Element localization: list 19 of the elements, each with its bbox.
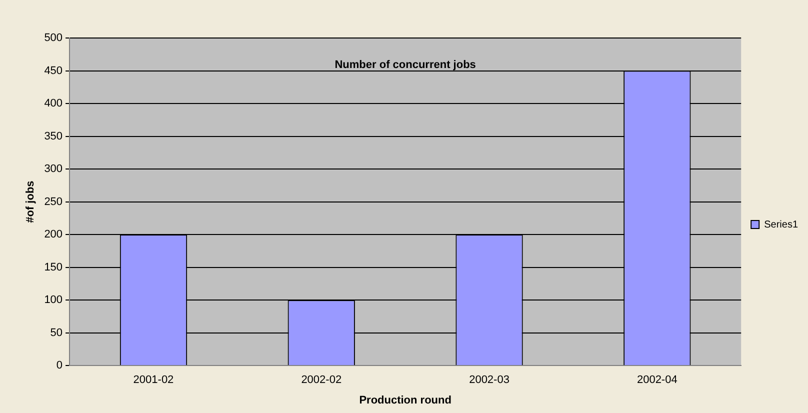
text: Number of concurrent jobs — [334, 59, 476, 72]
y-axis-title: #of jobs — [24, 180, 37, 223]
y-tick-label: 200 — [44, 228, 63, 241]
x-tick-label: 2002-04 — [636, 374, 678, 386]
y-tick-label: 0 — [56, 360, 63, 372]
y-tick-label: 450 — [44, 64, 63, 77]
y-tick-label: 250 — [44, 196, 63, 208]
x-tick-label: 2002-02 — [301, 374, 342, 386]
y-tick-label: 500 — [44, 32, 63, 44]
legend-label: Series1 — [764, 219, 798, 230]
y-tick-label: 150 — [44, 261, 63, 274]
y-tick-label: 350 — [44, 130, 63, 142]
y-tick-label: 50 — [50, 326, 63, 339]
x-tick-label: 2001-02 — [133, 374, 174, 386]
y-tick-label: 300 — [44, 163, 63, 176]
x-tick-label: 2002-03 — [469, 374, 510, 386]
x-axis-title: Production round — [359, 394, 452, 406]
y-tick-label: 100 — [44, 294, 63, 306]
y-tick-label: 400 — [44, 98, 63, 110]
